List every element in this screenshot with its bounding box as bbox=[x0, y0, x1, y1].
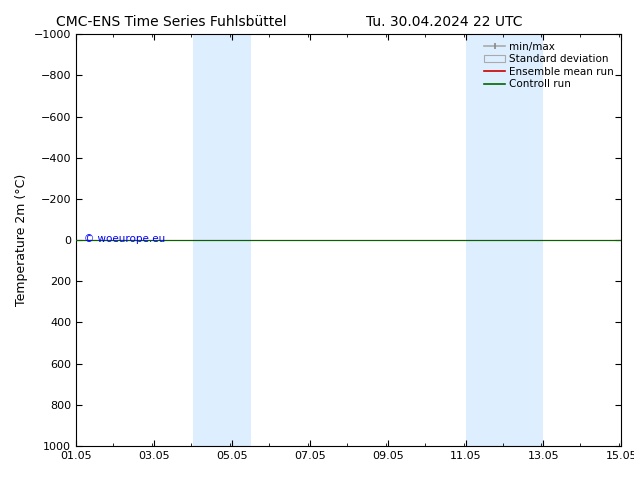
Text: Tu. 30.04.2024 22 UTC: Tu. 30.04.2024 22 UTC bbox=[366, 15, 522, 29]
Text: CMC-ENS Time Series Fuhlsbüttel: CMC-ENS Time Series Fuhlsbüttel bbox=[56, 15, 287, 29]
Text: © woeurope.eu: © woeurope.eu bbox=[84, 234, 165, 244]
Bar bbox=[193, 34, 251, 446]
Y-axis label: Temperature 2m (°C): Temperature 2m (°C) bbox=[15, 174, 29, 306]
Bar bbox=[465, 34, 543, 446]
Legend: min/max, Standard deviation, Ensemble mean run, Controll run: min/max, Standard deviation, Ensemble me… bbox=[482, 40, 616, 92]
